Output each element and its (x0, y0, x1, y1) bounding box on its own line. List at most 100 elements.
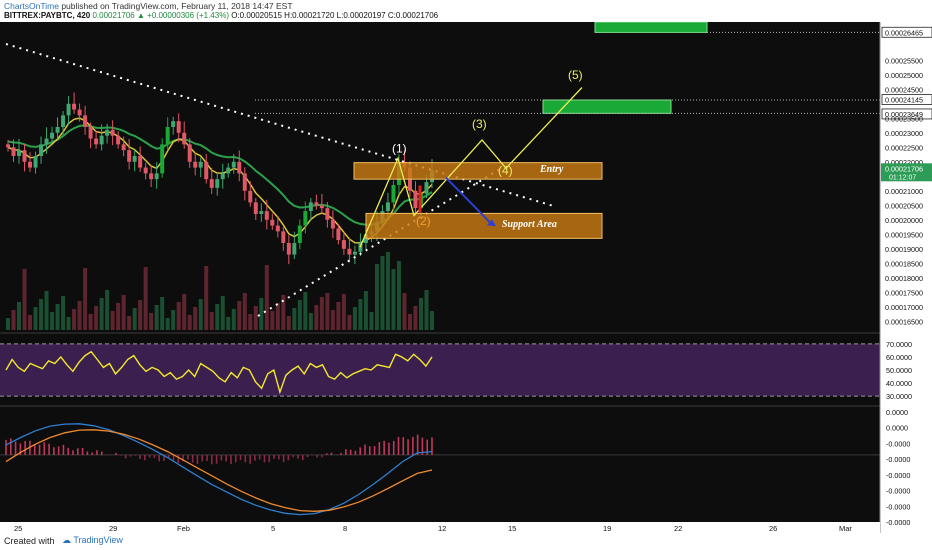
candle-body[interactable] (270, 219, 275, 226)
candle-body[interactable] (33, 155, 38, 168)
candle-body[interactable] (347, 248, 352, 255)
rsi-pane[interactable] (0, 343, 880, 397)
candle-body[interactable] (17, 150, 22, 156)
price-axis[interactable]: 0.00026465 0.00025500 0.00025000 0.00024500… (879, 22, 932, 533)
candle-body[interactable] (281, 231, 286, 243)
price-pane[interactable]: Entry Support Area (1) (2) (3) (4) (5) (0, 21, 880, 407)
candle-body[interactable] (319, 205, 324, 209)
volume-bar (165, 318, 170, 330)
candle-body[interactable] (391, 184, 396, 203)
candle-body[interactable] (50, 132, 55, 139)
volume-bar (270, 311, 275, 330)
macd-line (5, 423, 433, 516)
volume-bar (198, 299, 203, 330)
entry-zone-box[interactable] (353, 162, 603, 180)
candle-body[interactable] (176, 121, 181, 133)
candle-body[interactable] (22, 150, 27, 162)
publisher-name[interactable]: ChartsOnTime (4, 1, 59, 11)
macd-tick-label: -0.0000 (886, 502, 910, 511)
candle-body[interactable] (237, 161, 242, 174)
candle-body[interactable] (83, 115, 88, 127)
tradingview-link[interactable]: ☁ TradingView (62, 535, 123, 546)
candle-body[interactable] (182, 132, 187, 145)
wave-label: (4) (498, 164, 513, 178)
candle-body[interactable] (116, 135, 121, 145)
candle-body[interactable] (242, 173, 247, 191)
candle-body[interactable] (55, 126, 60, 133)
price-tick-label: 0.00026465 (885, 28, 923, 37)
candle-body[interactable] (286, 242, 291, 255)
candle-body[interactable] (187, 144, 192, 162)
candle-body[interactable] (352, 251, 357, 255)
low-value: L:0.00020197 (336, 11, 386, 20)
candle-body[interactable] (132, 155, 137, 162)
candle-body[interactable] (215, 179, 220, 188)
volume-bar (149, 313, 154, 330)
candle-body[interactable] (44, 138, 49, 145)
candle-body[interactable] (6, 144, 10, 148)
candle-body[interactable] (138, 155, 143, 168)
candle-body[interactable] (160, 144, 165, 174)
candle-body[interactable] (259, 211, 264, 214)
bar-countdown-label: 01:12:07 (889, 174, 916, 181)
tradingview-brand: TradingView (73, 535, 123, 545)
candle-body[interactable] (121, 144, 126, 151)
candle-body[interactable] (308, 202, 313, 212)
candle-body[interactable] (220, 173, 225, 180)
candle-body[interactable] (303, 211, 308, 226)
candle-body[interactable] (198, 161, 203, 168)
volume-bar (88, 314, 93, 330)
candle-body[interactable] (105, 129, 110, 136)
candle-body[interactable] (72, 103, 77, 110)
target-zone-lower[interactable] (542, 99, 672, 114)
candle-body[interactable] (413, 190, 418, 209)
candle-body[interactable] (94, 138, 99, 145)
candle-body[interactable] (143, 167, 148, 174)
candle-body[interactable] (424, 182, 429, 194)
candle-body[interactable] (77, 109, 82, 116)
volume-bar (11, 310, 16, 330)
volume-bar (369, 312, 374, 330)
candle-body[interactable] (253, 202, 258, 214)
candle-body[interactable] (226, 167, 231, 174)
candle-body[interactable] (88, 126, 93, 139)
time-axis[interactable]: 25 29 Feb 5 8 12 15 19 22 26 Mar (0, 522, 880, 533)
candle-body[interactable] (39, 144, 44, 156)
candle-body[interactable] (330, 219, 335, 229)
candle-body[interactable] (204, 161, 209, 180)
candle-body[interactable] (149, 173, 154, 180)
target-zone-upper[interactable] (594, 21, 708, 33)
candle-body[interactable] (231, 161, 236, 168)
candle-body[interactable] (11, 147, 16, 156)
candle-body[interactable] (341, 240, 346, 249)
candle-body[interactable] (66, 103, 71, 116)
candle-body[interactable] (275, 225, 280, 232)
volume-bar (28, 315, 33, 330)
price-tick-label: 0.00019000 (885, 245, 923, 254)
candle-body[interactable] (165, 126, 170, 145)
macd-pane[interactable] (0, 423, 880, 516)
candle-body[interactable] (193, 161, 198, 168)
candle-body[interactable] (314, 202, 319, 206)
candle-body[interactable] (248, 190, 253, 203)
price-tick-label: 0.00025000 (885, 71, 923, 80)
candle-body[interactable] (171, 121, 176, 127)
volume-bar (66, 317, 71, 330)
candle-body[interactable] (325, 208, 330, 220)
candle-body[interactable] (110, 129, 115, 136)
candle-body[interactable] (28, 161, 33, 168)
candle-body[interactable] (209, 179, 214, 188)
ascending-trendline (257, 168, 501, 317)
candle-body[interactable] (292, 242, 297, 255)
candle-body[interactable] (99, 135, 104, 145)
candle-body[interactable] (264, 211, 269, 220)
candle-body[interactable] (385, 202, 390, 212)
candle-body[interactable] (127, 150, 132, 162)
time-tick-label: 15 (508, 524, 516, 533)
candle-body[interactable] (336, 228, 341, 241)
entry-zone[interactable]: Entry (353, 162, 603, 180)
candle-body[interactable] (154, 173, 159, 180)
candle-body[interactable] (297, 225, 302, 243)
candle-body[interactable] (61, 115, 66, 127)
